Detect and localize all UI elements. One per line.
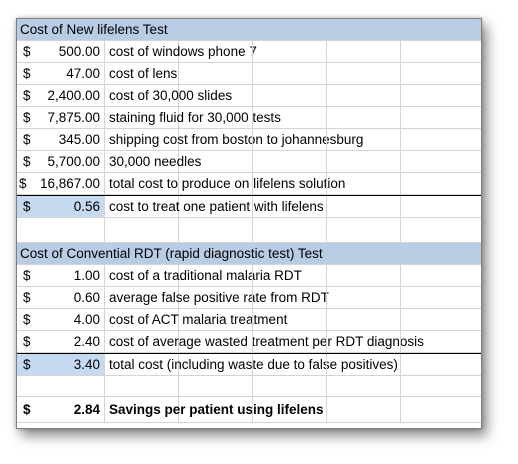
per-patient-row[interactable]: $0.56 cost to treat one patient with lif… (17, 195, 481, 218)
total-cost-row[interactable]: $16,867.00 total cost to produce on life… (17, 173, 481, 195)
cost-row[interactable]: $4.00 cost of ACT malaria treatment (17, 309, 481, 331)
section2-header: Cost of Convential RDT (rapid diagnostic… (20, 246, 323, 261)
amount-cell: 16,867.00 (39, 176, 100, 191)
description-cell: cost of average wasted treatment per RDT… (109, 334, 424, 349)
amount-cell: 345.00 (58, 132, 100, 147)
currency-symbol: $ (23, 88, 31, 103)
description-cell: cost to treat one patient with lifelens (109, 199, 324, 214)
cost-row[interactable]: $2.40 cost of average wasted treatment p… (17, 331, 481, 353)
description-cell: cost of 30,000 slides (109, 88, 233, 103)
amount-cell: 3.40 (73, 357, 100, 372)
section1-header: Cost of New lifelens Test (20, 22, 168, 37)
description-cell: cost of a traditional malaria RDT (109, 268, 302, 283)
currency-symbol: $ (23, 154, 31, 169)
currency-symbol: $ (23, 334, 31, 349)
currency-symbol: $ (23, 357, 31, 372)
amount-cell: 0.56 (73, 199, 100, 214)
section1-header-row: Cost of New lifelens Test (17, 19, 481, 41)
amount-cell: 7,875.00 (47, 110, 100, 125)
currency-symbol: $ (23, 66, 31, 81)
amount-cell: 47.00 (66, 66, 100, 81)
empty-row[interactable] (17, 375, 481, 397)
selected-cell[interactable]: $3.40 (17, 354, 105, 376)
currency-symbol: $ (23, 110, 31, 125)
empty-row[interactable] (17, 217, 481, 243)
currency-symbol: $ (23, 199, 31, 214)
cost-row[interactable]: $7,875.00 staining fluid for 30,000 test… (17, 107, 481, 129)
cost-row[interactable]: $0.60 average false positive rate from R… (17, 287, 481, 309)
description-cell: cost of lens (109, 66, 178, 81)
currency-symbol: $ (23, 312, 31, 327)
description-cell: Savings per patient using lifelens (109, 402, 324, 417)
description-cell: total cost to produce on lifelens soluti… (109, 176, 346, 191)
description-cell: staining fluid for 30,000 tests (109, 110, 281, 125)
cost-row[interactable]: $5,700.00 30,000 needles (17, 151, 481, 173)
amount-cell: 2,400.00 (47, 88, 100, 103)
cost-row[interactable]: $345.00 shipping cost from boston to joh… (17, 129, 481, 151)
amount-cell: 1.00 (73, 268, 100, 283)
section2-header-row: Cost of Convential RDT (rapid diagnostic… (17, 243, 481, 265)
savings-row[interactable]: $2.84 Savings per patient using lifelens (17, 397, 481, 423)
currency-symbol: $ (19, 176, 27, 191)
spreadsheet: Cost of New lifelens Test $500.00 cost o… (16, 18, 482, 429)
amount-cell: 2.84 (73, 402, 100, 417)
amount-cell: 5,700.00 (47, 154, 100, 169)
cost-row[interactable]: $500.00 cost of windows phone 7 (17, 41, 481, 63)
description-cell: shipping cost from boston to johannesbur… (109, 132, 364, 147)
description-cell: 30,000 needles (109, 154, 202, 169)
description-cell: total cost (including waste due to false… (109, 357, 398, 372)
cost-row[interactable]: $1.00 cost of a traditional malaria RDT (17, 265, 481, 287)
amount-cell: 0.60 (73, 290, 100, 305)
currency-symbol: $ (23, 268, 31, 283)
cost-row[interactable]: $47.00 cost of lens (17, 63, 481, 85)
amount-cell: 2.40 (73, 334, 100, 349)
amount-cell: 4.00 (73, 312, 100, 327)
currency-symbol: $ (23, 402, 31, 417)
cost-row[interactable]: $2,400.00 cost of 30,000 slides (17, 85, 481, 107)
selected-cell[interactable]: $0.56 (17, 196, 105, 218)
currency-symbol: $ (23, 290, 31, 305)
description-cell: average false positive rate from RDT (109, 290, 329, 305)
currency-symbol: $ (23, 44, 31, 59)
description-cell: cost of windows phone 7 (109, 44, 257, 59)
description-cell: cost of ACT malaria treatment (109, 312, 288, 327)
amount-cell: 500.00 (58, 44, 100, 59)
currency-symbol: $ (23, 132, 31, 147)
rdt-total-row[interactable]: $3.40 total cost (including waste due to… (17, 353, 481, 376)
